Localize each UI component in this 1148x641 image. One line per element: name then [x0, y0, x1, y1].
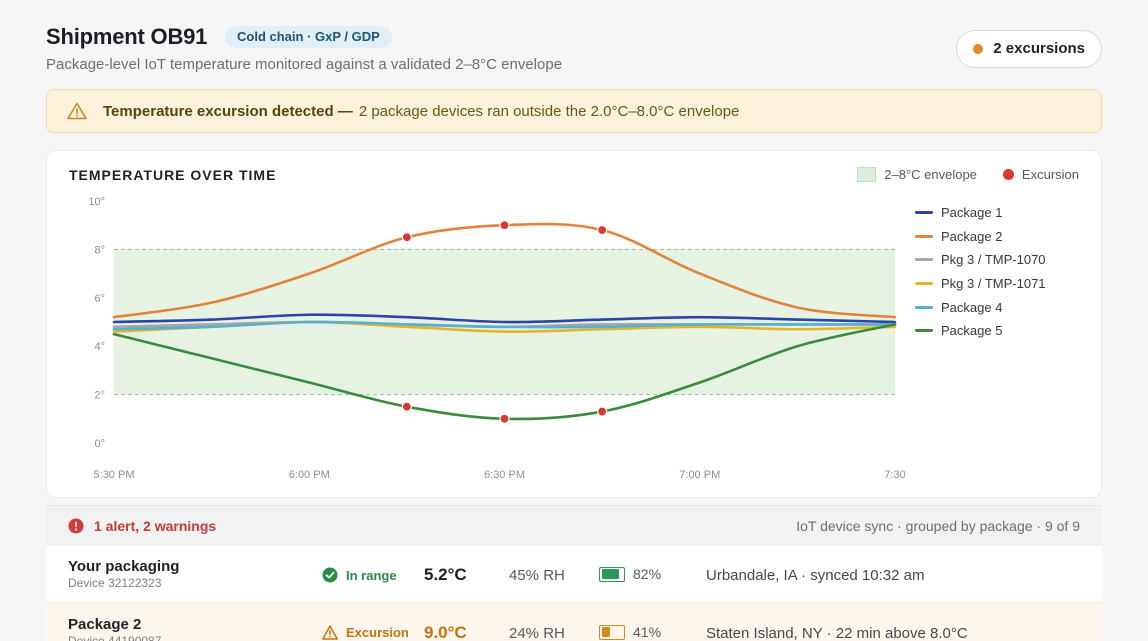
device-row[interactable]: Your packaging Device 32122323 In range 5.2…: [46, 546, 1102, 603]
banner-text: 2 package devices ran outside the 2.0°C–…: [358, 102, 740, 120]
alert-icon: [68, 518, 84, 533]
page-subtitle: Package-level IoT temperature monitored …: [46, 56, 563, 73]
legend-label: Package 5: [941, 323, 1003, 339]
legend-item[interactable]: Package 5: [915, 319, 1046, 343]
warning-icon: [67, 102, 87, 120]
temperature-reading: 9.0°C: [424, 623, 467, 641]
y-tick-label: 6°: [94, 293, 105, 305]
legend-swatch: [915, 234, 933, 238]
series-line-package-1: [112, 313, 897, 324]
battery-fill: [601, 627, 611, 637]
excursion-point: [597, 224, 608, 236]
excursion-point: [499, 413, 510, 424]
x-tick-label: 6:00 PM: [289, 469, 330, 481]
excursion-swatch: [1002, 169, 1014, 180]
device-id: Device 44190087: [68, 634, 162, 641]
page-header: Shipment OB91 Cold chain · GxP / GDP Pac…: [46, 24, 1102, 80]
y-tick-label: 4°: [94, 341, 105, 353]
check-circle-icon: [322, 567, 338, 583]
excursions-button[interactable]: 2 excursions: [956, 30, 1102, 68]
temperature-chart: 0° 2° 4° 6° 8° 10° 5:30 PM 6:00 PM 6:30 PM 7:00 P…: [88, 196, 905, 481]
temperature-reading: 5.2°C: [424, 565, 467, 584]
page-title: Shipment OB91: [46, 24, 208, 49]
legend-item[interactable]: Pkg 3 / TMP-1071: [915, 272, 1046, 296]
legend-swatch: [915, 329, 933, 333]
chart-top-legend: 2–8°C envelope Excursion: [857, 167, 1079, 182]
legend-label: Pkg 3 / TMP-1070: [941, 252, 1046, 268]
excursion-legend-label: Excursion: [1021, 167, 1079, 182]
legend-swatch: [915, 211, 933, 215]
humidity-reading: 24% RH: [509, 625, 565, 641]
legend-label: Pkg 3 / TMP-1071: [941, 276, 1046, 292]
series-legend: Package 1 Package 2 Pkg 3 / TMP-1070 Pkg 3 …: [915, 201, 1046, 343]
excursion-point: [401, 401, 412, 412]
banner-strong: Temperature excursion detected —: [103, 102, 353, 120]
excursion-point: [401, 232, 412, 243]
legend-item[interactable]: Pkg 3 / TMP-1070: [915, 248, 1046, 272]
warning-icon: [322, 625, 338, 640]
status-label: In range: [346, 567, 397, 583]
package-name: Package 2: [68, 616, 142, 633]
excursion-point: [499, 220, 510, 231]
legend-label: Package 4: [941, 299, 1003, 315]
battery-indicator: 82%: [599, 566, 661, 582]
temperature-chart-card: TEMPERATURE OVER TIME 2–8°C envelope Exc…: [46, 150, 1102, 498]
x-tick-label: 7:00 PM: [679, 469, 720, 481]
y-tick-label: 0°: [94, 438, 105, 450]
excursion-dot-icon: [973, 44, 984, 54]
battery-fill: [601, 569, 619, 579]
location-status: Urbandale, IA · synced 10:32 am: [706, 567, 925, 584]
sync-summary: IoT device sync · grouped by package · 9…: [796, 517, 1080, 534]
package-name: Your packaging: [68, 558, 180, 575]
battery-percent: 82%: [633, 566, 662, 582]
battery-percent: 41%: [633, 624, 662, 640]
x-tick-label: 5:30 PM: [94, 469, 135, 481]
status-indicator: In range: [322, 567, 397, 583]
x-tick-label: 7:30: [884, 469, 905, 481]
envelope-swatch: [857, 167, 877, 182]
y-tick-label: 2°: [94, 390, 105, 402]
status-bar: 1 alert, 2 warnings IoT device sync · gr…: [46, 505, 1102, 545]
status-indicator: Excursion: [322, 625, 409, 640]
legend-label: Package 2: [941, 228, 1003, 244]
battery-icon: [599, 566, 625, 582]
location-status: Staten Island, NY · 22 min above 8.0°C: [706, 625, 968, 641]
excursion-alert-banner: Temperature excursion detected — 2 packa…: [46, 89, 1102, 133]
legend-swatch: [915, 258, 933, 262]
legend-swatch: [915, 305, 933, 309]
series-line-package-4: [112, 320, 897, 331]
y-tick-label: 10°: [88, 196, 105, 208]
envelope-legend-label: 2–8°C envelope: [884, 167, 977, 182]
alert-summary[interactable]: 1 alert, 2 warnings: [94, 517, 217, 534]
device-row[interactable]: Package 2 Device 44190087 Excursion 9.0°C 24…: [46, 604, 1102, 641]
device-id: Device 32122323: [68, 576, 162, 590]
excursions-button-label: 2 excursions: [993, 40, 1085, 57]
legend-label: Package 1: [941, 205, 1003, 221]
legend-item[interactable]: Package 1: [915, 201, 1046, 225]
legend-item[interactable]: Package 4: [915, 295, 1046, 319]
battery-icon: [599, 624, 625, 640]
legend-item[interactable]: Package 2: [915, 225, 1046, 249]
status-label: Excursion: [346, 625, 409, 640]
chart-title: TEMPERATURE OVER TIME: [69, 167, 277, 183]
humidity-reading: 45% RH: [509, 567, 565, 584]
battery-indicator: 41%: [599, 624, 661, 640]
excursion-point: [597, 406, 608, 417]
compliance-tag: Cold chain · GxP / GDP: [225, 26, 392, 48]
y-tick-label: 8°: [94, 244, 105, 256]
x-tick-label: 6:30 PM: [484, 469, 525, 481]
legend-swatch: [915, 282, 933, 286]
